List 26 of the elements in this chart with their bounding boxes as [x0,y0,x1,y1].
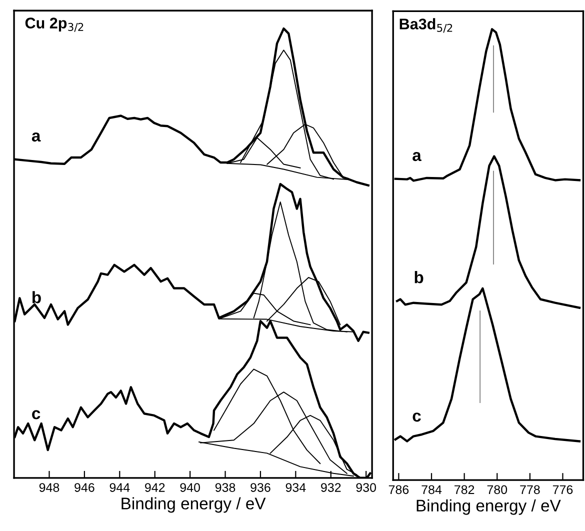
chart-title: Ba3d$_{5/2}$ [400,18,452,33]
x-tick-label: 940 [180,483,200,492]
series-label: c [412,412,421,422]
x-tick-label: 784 [422,485,442,494]
x-tick-label: 948 [39,483,60,492]
series-label: c [32,410,40,420]
x-axis-title: Binding energy / eV [122,497,266,513]
x-tick-label: 944 [110,483,130,492]
chart-title: Cu 2p$_{3/2}$ [25,18,84,32]
x-tick-label: 934 [286,483,306,492]
x-tick-label: 778 [520,485,540,494]
x-tick-label: 776 [552,485,573,494]
x-tick-label: 942 [145,483,165,492]
series-label: b [414,271,424,284]
x-tick-label: 786 [388,485,409,494]
x-tick-label: 782 [454,485,474,494]
x-tick-label: 930 [356,483,376,492]
x-tick-label: 780 [487,485,508,494]
series-label: a [32,132,41,142]
series-label: a [412,152,422,162]
series-label: b [32,291,41,304]
x-tick-label: 938 [215,483,236,492]
x-tick-label: 946 [74,483,94,492]
x-axis-title: Binding energy / eV [416,499,561,515]
x-tick-label: 932 [321,483,341,492]
x-tick-label: 936 [250,483,270,492]
